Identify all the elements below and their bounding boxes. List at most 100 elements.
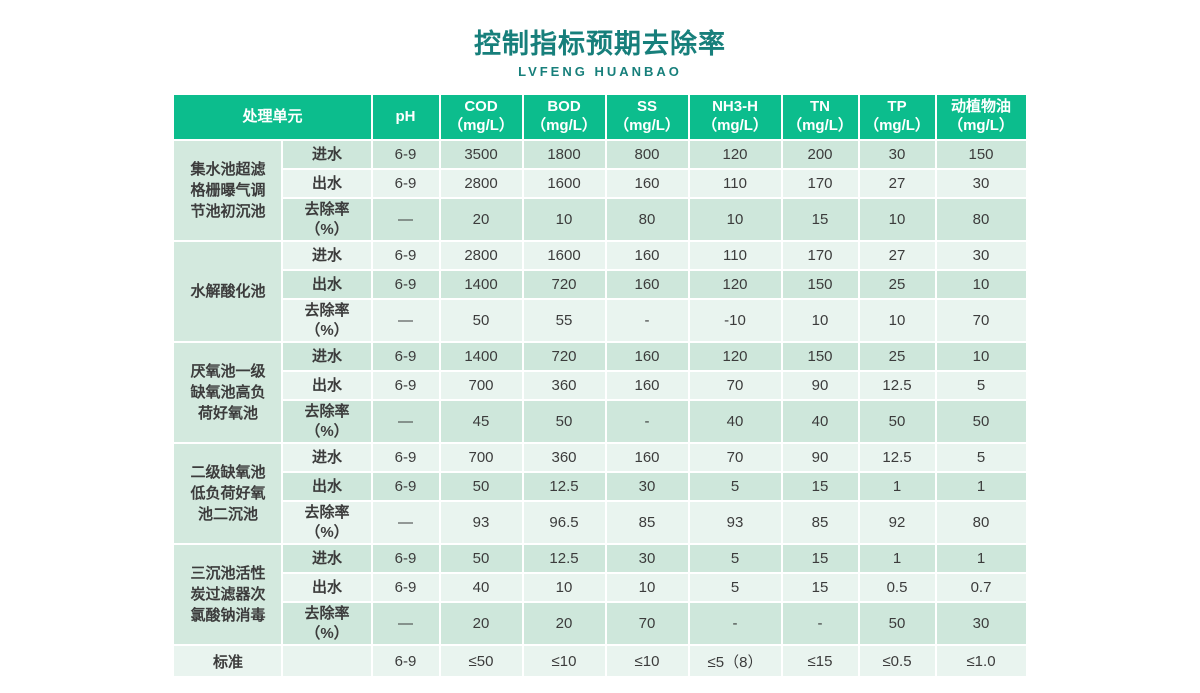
value-cell: 110 (689, 242, 781, 269)
row-label-cell: 去除率 （%） (283, 199, 371, 240)
value-cell: 6-9 (372, 545, 439, 572)
value-cell: 1 (859, 545, 935, 572)
group-label-cell: 厌氧池一级 缺氧池高负 荷好氧池 (174, 343, 282, 442)
table-row: 三沉池活性 炭过滤器次 氯酸钠消毒 进水 6-9 50 12.5 30 5 15 1 1 (174, 545, 1026, 644)
column-header-unit: （mg/L） (614, 117, 680, 134)
value-cell: 50 (440, 545, 522, 572)
value-cell: 10 (689, 199, 781, 240)
value-cell: 120 (689, 141, 781, 168)
row-label-cell: 进水 (283, 141, 371, 168)
value-cell: 20 (440, 199, 522, 240)
value-cell: 25 (859, 271, 935, 298)
table-body: 集水池超滤 格栅曝气调 节池初沉池 进水 6-9 3500 1800 800 120 200 3… (174, 141, 1026, 676)
column-header-label: 动植物油 (950, 98, 1011, 116)
value-cell: 360 (523, 372, 605, 399)
value-cell: 5 (689, 473, 781, 500)
page-title: 控制指标预期去除率 (474, 29, 726, 59)
value-cell: 700 (440, 444, 522, 471)
row-label-cell: 进水 (283, 545, 371, 572)
value-cell: 40 (440, 574, 522, 601)
column-header-label: NH3-H (712, 98, 758, 116)
column-header-bod: BOD （mg/L） (523, 95, 605, 139)
table-row: 去除率 （%） —20 10 80 10 15 10 80 (174, 199, 1026, 240)
value-cell: - (689, 603, 781, 644)
value-cell: 10 (936, 343, 1026, 370)
table-row: 出水 6-9 700 360 160 70 90 12.5 5 (174, 372, 1026, 399)
column-header-tn: TN （mg/L） (782, 95, 858, 139)
column-header-label: COD (464, 98, 498, 116)
value-cell: 30 (936, 242, 1026, 269)
value-cell: 160 (606, 271, 688, 298)
standard-label-cell: 标准 (174, 646, 282, 676)
value-cell: 80 (606, 199, 688, 240)
table-row: 去除率 （%） —45 50-40 40 50 50 (174, 401, 1026, 442)
table-row: 去除率 （%） —50 55- -10 10 10 70 (174, 300, 1026, 341)
value-cell: 5 (689, 574, 781, 601)
value-cell: 200 (782, 141, 858, 168)
value-cell: - (606, 300, 688, 341)
row-label-cell: 出水 (283, 372, 371, 399)
value-cell: 160 (606, 170, 688, 197)
table-row: 水解酸化池 进水 6-9 2800 1600 160 110 170 27 30 (174, 242, 1026, 341)
value-cell: 50 (936, 401, 1026, 442)
value-cell: 27 (859, 242, 935, 269)
row-label-cell: 进水 (283, 444, 371, 471)
row-label-cell: 进水 (283, 242, 371, 269)
value-cell: — (372, 300, 439, 341)
column-header-unit: （mg/L） (531, 117, 597, 134)
value-cell: ≤10 (606, 646, 688, 676)
value-cell: 80 (936, 199, 1026, 240)
value-cell: 150 (782, 271, 858, 298)
value-cell: ≤50 (440, 646, 522, 676)
value-cell: 160 (606, 343, 688, 370)
value-cell: 160 (606, 242, 688, 269)
row-label-cell: 出水 (283, 271, 371, 298)
table-header: 处理单元 pH COD （mg/L） BOD （mg/L） SS （mg/L） NH3-H （mg… (174, 95, 1026, 139)
value-cell: 5 (936, 444, 1026, 471)
value-cell: ≤0.5 (859, 646, 935, 676)
value-cell: — (372, 401, 439, 442)
table-row: 去除率 （%） —20 20 70- -50 30 (174, 603, 1026, 644)
column-header-label: pH (395, 107, 416, 125)
value-cell: 3500 (440, 141, 522, 168)
value-cell: — (372, 199, 439, 240)
value-cell: 10 (606, 574, 688, 601)
row-label-cell: 出水 (283, 574, 371, 601)
value-cell: 1400 (440, 343, 522, 370)
table-row: 厌氧池一级 缺氧池高负 荷好氧池 进水 6-9 1400 720 160 120 150 25 1… (174, 343, 1026, 442)
value-cell: 6-9 (372, 170, 439, 197)
row-label-cell: 去除率 （%） (283, 502, 371, 543)
removal-rate-table: 处理单元 pH COD （mg/L） BOD （mg/L） SS （mg/L） NH3-H （mg… (172, 93, 1027, 678)
value-cell: - (606, 401, 688, 442)
value-cell: 50 (440, 473, 522, 500)
value-cell: 50 (523, 401, 605, 442)
value-cell: 70 (689, 444, 781, 471)
value-cell: — (372, 502, 439, 543)
value-cell: 12.5 (859, 372, 935, 399)
group-label-cell: 水解酸化池 (174, 242, 282, 341)
value-cell: ≤5（8） (689, 646, 781, 676)
value-cell: 30 (606, 545, 688, 572)
value-cell: 120 (689, 271, 781, 298)
value-cell: 90 (782, 444, 858, 471)
standard-empty-cell (283, 646, 371, 676)
value-cell: 30 (936, 603, 1026, 644)
column-header-nh3-h: NH3-H （mg/L） (689, 95, 781, 139)
header-row: 处理单元 pH COD （mg/L） BOD （mg/L） SS （mg/L） NH3-H （mg… (174, 95, 1026, 139)
value-cell: 6-9 (372, 444, 439, 471)
value-cell: 0.7 (936, 574, 1026, 601)
value-cell: 360 (523, 444, 605, 471)
header-treatment-unit: 处理单元 (174, 95, 371, 139)
column-header-动植物油: 动植物油 （mg/L） (936, 95, 1026, 139)
value-cell: 15 (782, 574, 858, 601)
value-cell: 93 (440, 502, 522, 543)
table-row: 出水 6-9 1400 720 160 120 150 25 10 (174, 271, 1026, 298)
row-label-cell: 去除率 （%） (283, 603, 371, 644)
column-header-cod: COD （mg/L） (440, 95, 522, 139)
column-header-unit: （mg/L） (702, 117, 768, 134)
value-cell: 85 (782, 502, 858, 543)
value-cell: 15 (782, 199, 858, 240)
value-cell: 92 (859, 502, 935, 543)
value-cell: 30 (859, 141, 935, 168)
